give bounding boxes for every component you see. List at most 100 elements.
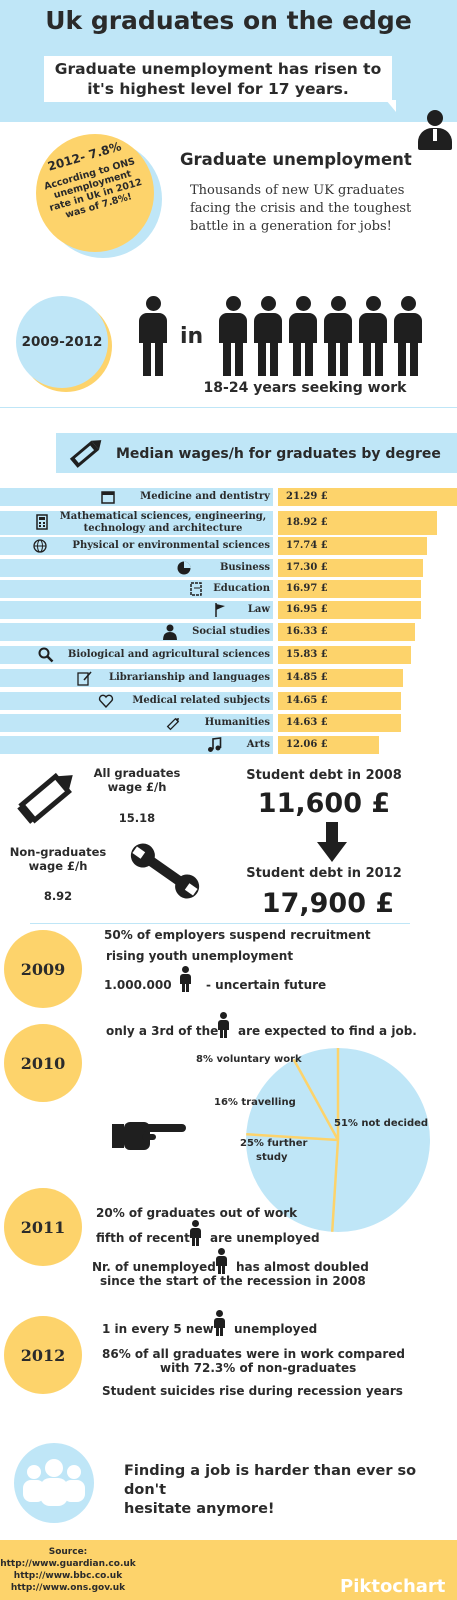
grad-wage-label: All graduates wage £/h [82,766,192,794]
bar-category-label: Biological and agricultural sciences [68,648,270,662]
group-people-icon [20,1458,88,1506]
edit-icon [76,670,92,686]
debt2008-label: Student debt in 2008 [240,768,408,783]
pie-label-not-decided: 51% not decided [334,1118,428,1129]
pointing-hand-icon [112,1118,188,1152]
bar-value-label: 14.65 £ [286,695,328,706]
y2012-line4: Student suicides rise during recession y… [102,1384,403,1398]
y2009-line1: 50% of employers suspend recruitment [104,928,371,942]
y2012-line3: with 72.3% of non-graduates [160,1361,356,1375]
nongrad-wage-value: 8.92 [4,889,112,903]
y2009-line3-b: - uncertain future [206,978,326,992]
year-2010-badge: 2010 [4,1024,82,1102]
bar-value-label: 16.95 £ [286,604,328,615]
divider-line [0,407,457,408]
grad-wage-value: 15.18 [82,811,192,825]
person-icon [178,966,192,992]
businessman-icon [418,110,452,150]
bar-value-label: 14.85 £ [286,672,328,683]
bar-category-label: Medicine and dentistry [140,490,270,504]
bar-category-label: Humanities [205,716,270,730]
seeking-caption: 18-24 years seeking work [160,380,450,396]
debt2008-value: 11,600 £ [240,788,408,819]
source-link[interactable]: http://www.ons.gov.uk [0,1582,136,1594]
source-link[interactable]: http://www.guardian.co.uk [0,1558,136,1570]
y2011-line3-a: Nr. of unemployed [92,1260,216,1274]
debt2012-label: Student debt in 2012 [240,866,408,881]
source-link[interactable]: http://www.bbc.co.uk [0,1570,136,1582]
period-label: 2009-2012 [10,334,114,350]
pie-label-travelling: 16% travelling [214,1097,296,1108]
calculator-icon [34,514,50,530]
person-icon [323,296,353,376]
arrow-down-icon [317,822,347,862]
word-in: in [180,324,203,349]
brand-logo: Piktochart [340,1576,445,1597]
y2011-line1: 20% of graduates out of work [96,1206,297,1220]
y2011-line4: since the start of the recession in 2008 [100,1274,366,1288]
year-2009-badge: 2009 [4,930,82,1008]
bar-category-label: Mathematical sciences, engineering, techn… [56,511,270,535]
bar-value-label: 21.29 £ [286,491,328,502]
notepad-icon [188,581,204,597]
person-icon [218,296,248,376]
y2010-line1-a: only a 3rd of the [106,1024,218,1038]
bar-category-label: Arts [247,738,270,752]
y2012-line2: 86% of all graduates were in work compar… [102,1347,405,1361]
pie-label-study-1: 25% further [240,1138,307,1149]
pie-label-study-2: study [256,1152,288,1163]
nongrad-wage-label: Non-graduates wage £/h [4,845,112,873]
bar-value-label: 18.92 £ [286,517,328,528]
flag-icon [212,602,228,618]
y2012-line1-b: unemployed [234,1322,317,1336]
music-note-icon [206,737,222,753]
person-icon [253,296,283,376]
bar-category-label: Librarianship and languages [109,671,270,685]
unemployment-heading: Graduate unemployment [180,150,412,169]
globe-icon [32,538,48,554]
year-2011-badge: 2011 [4,1188,82,1266]
bar-value-label: 14.63 £ [286,717,328,728]
subtitle: Graduate unemployment has risen to it's … [44,59,392,99]
wages-heading: Median wages/h for graduates by degree [116,446,441,462]
footer-sources: Source: http://www.guardian.co.uk http:/… [0,1546,136,1594]
bar-category-label: Medical related subjects [132,694,270,708]
bar-label-bg [0,601,273,619]
person-icon [216,1012,230,1038]
y2009-line2: rising youth unemployment [106,949,293,963]
bar-category-label: Business [220,561,270,575]
big-pencil-icon [14,764,84,826]
wrench-icon [128,838,202,904]
year-2012-badge: 2012 [4,1316,82,1394]
unemployment-text: Thousands of new UK graduates facing the… [190,182,411,236]
y2011-line3-b: has almost doubled [236,1260,369,1274]
bar-category-label: Physical or environmental sciences [72,539,270,553]
page-title: Uk graduates on the edge [0,6,457,35]
calendar-icon [100,489,116,505]
bar-value-label: 15.83 £ [286,649,328,660]
magnifier-icon [38,647,54,663]
bar-value-label: 16.33 £ [286,626,328,637]
bar-category-label: Law [248,603,270,617]
bar-value-label: 17.74 £ [286,540,328,551]
closing-text: Finding a job is harder than ever so don… [124,1462,457,1519]
bar-value-label: 16.97 £ [286,583,328,594]
y2012-line1-a: 1 in every 5 new [102,1322,214,1336]
divider-line-2 [30,923,410,924]
person-icon [138,296,168,376]
bar-category-label: Education [213,582,270,596]
y2011-line2-b: are unemployed [210,1231,320,1245]
y2009-line3-a: 1.000.000 [104,978,172,992]
y2011-line2-a: fifth of recent [96,1231,190,1245]
person-icon [288,296,318,376]
bar-category-label: Social studies [192,625,270,639]
bar-value-label: 17.30 £ [286,562,328,573]
person-icon [212,1310,226,1336]
person-icon [162,624,178,640]
debt2012-value: 17,900 £ [244,888,412,919]
heart-icon [98,693,114,709]
bar-label-bg [0,736,273,754]
pencil-icon [166,715,182,731]
person-icon [214,1248,228,1274]
bar-value-label: 12.06 £ [286,739,328,750]
